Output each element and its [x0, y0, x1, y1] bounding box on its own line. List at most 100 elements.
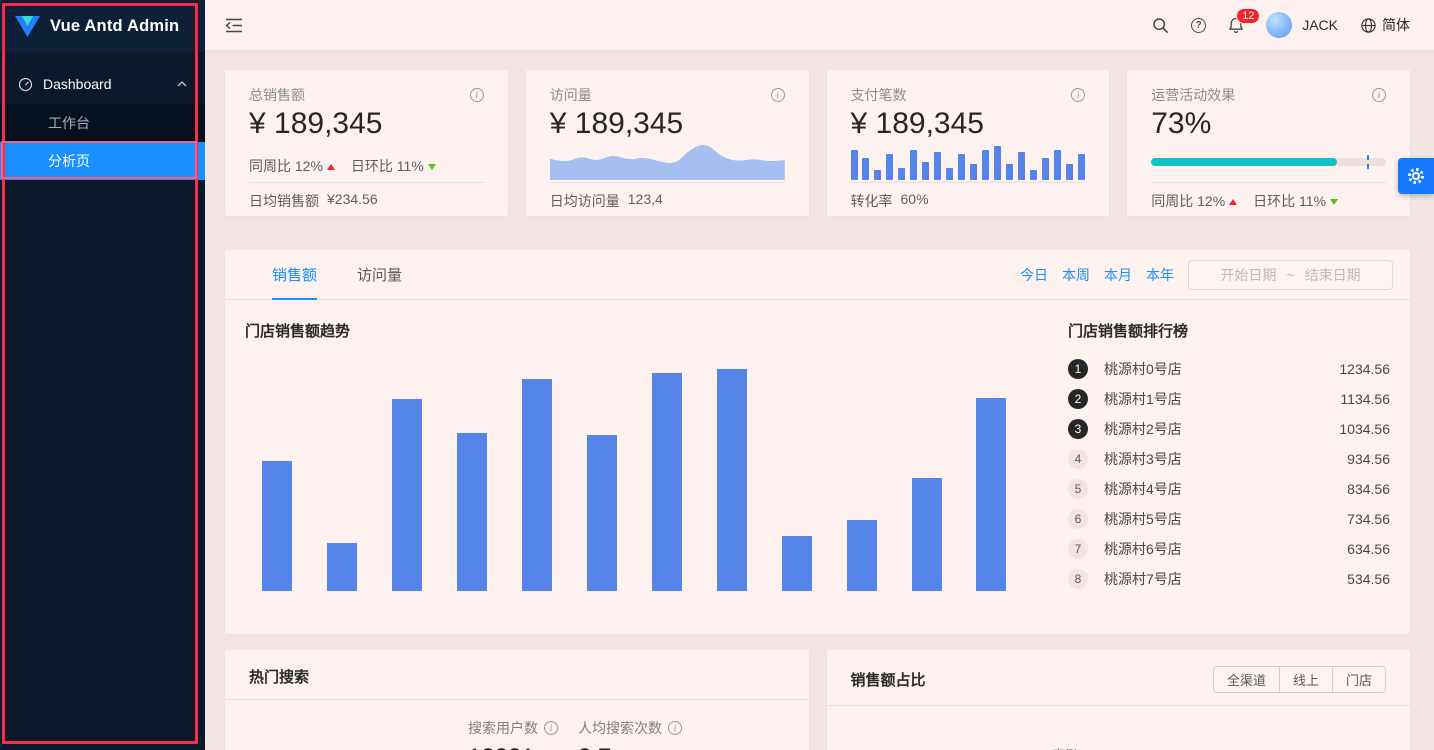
top-header: ? 12 JACK 简体 [205, 0, 1434, 50]
sidebar-collapse-icon[interactable] [225, 18, 243, 33]
sales-panel-body: 门店销售额趋势 门店销售额排行榜 1 桃源村0号店 1234.56 2 桃源村1号店 11… [225, 300, 1410, 598]
submenu-label: 工作台 [48, 115, 90, 131]
gear-icon [1408, 168, 1424, 184]
mini-bar [910, 150, 918, 180]
range-week[interactable]: 本周 [1062, 266, 1090, 283]
date-end-placeholder: 结束日期 [1304, 266, 1361, 283]
info-icon[interactable]: i [469, 88, 484, 102]
metric-label: 搜索用户数 [468, 720, 538, 736]
trend-day: 日环比 11% [1253, 191, 1339, 211]
store-name: 桃源村6号店 [1104, 541, 1182, 557]
pie-slice-label: 事例五: 9% [1053, 746, 1113, 750]
metric-label: 人均搜索次数 [578, 720, 662, 736]
store-sales-value: 1234.56 [1339, 361, 1390, 377]
stat-title: 访问量 [549, 87, 592, 103]
sales-bar [392, 399, 423, 591]
rank-row: 8 桃源村7号店 534.56 [1068, 568, 1390, 590]
chevron-up-icon [177, 81, 187, 87]
store-sales-value: 534.56 [1347, 571, 1390, 587]
tab-visits[interactable]: 访问量 [357, 266, 403, 284]
sidebar: Vue Antd Admin Dashboard 工作台 分析页 [0, 0, 205, 750]
range-year[interactable]: 本年 [1146, 266, 1174, 283]
rank-row: 7 桃源村6号店 634.56 [1068, 538, 1390, 560]
footer-label: 日均销售额 [249, 193, 319, 209]
bottom-cards-row: 热门搜索 搜索用户数 i 12321 71.2 [225, 650, 1410, 750]
footer-value: 60% [900, 191, 929, 207]
range-controls: 今日 本周 本月 本年 开始日期 ~ 结束日期 [1020, 250, 1410, 299]
store-sales-value: 634.56 [1347, 541, 1390, 557]
mini-bar [1018, 152, 1026, 180]
info-icon[interactable]: i [668, 721, 682, 735]
info-icon[interactable]: i [770, 88, 785, 102]
menu-label: Dashboard [43, 76, 112, 92]
sidebar-item-analysis[interactable]: 分析页 [0, 142, 205, 180]
range-month[interactable]: 本月 [1104, 266, 1132, 283]
language-switcher[interactable]: 简体 [1360, 15, 1410, 35]
activity-progress-bar [1151, 155, 1386, 169]
avatar[interactable] [1266, 12, 1293, 38]
store-sales-value: 1034.56 [1339, 421, 1390, 437]
rank-title: 门店销售额排行榜 [1068, 323, 1189, 340]
store-sales-bar-chart [245, 356, 1024, 591]
mini-bar [946, 168, 954, 180]
rank-section: 门店销售额排行榜 1 桃源村0号店 1234.56 2 桃源村1号店 1134.56 3 桃源… [1068, 320, 1390, 598]
sales-bar [457, 433, 488, 591]
mini-bar [970, 164, 978, 180]
info-icon[interactable]: i [544, 721, 558, 735]
hot-search-card: 热门搜索 搜索用户数 i 12321 71.2 [225, 650, 809, 750]
progress-target-marker [1367, 155, 1370, 169]
sales-bar [522, 379, 553, 591]
mini-bar [1006, 164, 1014, 180]
date-range-picker[interactable]: 开始日期 ~ 结束日期 [1188, 259, 1393, 290]
sales-ratio-body: 事例五: 9% [827, 706, 1411, 750]
info-icon[interactable]: i [1071, 88, 1086, 102]
sales-bar [781, 536, 812, 591]
rank-badge: 8 [1068, 569, 1088, 589]
mini-bar [862, 158, 870, 180]
notification-bell-icon[interactable]: 12 [1228, 7, 1261, 34]
rank-row: 1 桃源村0号店 1234.56 [1068, 358, 1390, 380]
sales-ratio-title: 销售额占比 [850, 672, 926, 689]
store-name: 桃源村0号店 [1104, 361, 1182, 377]
user-name[interactable]: JACK [1302, 17, 1338, 33]
logo[interactable]: Vue Antd Admin [0, 0, 205, 52]
question-glyph: ? [1191, 17, 1207, 33]
metric-search-per-user: 人均搜索次数 i 2.7 71.2 [578, 718, 682, 750]
theme-settings-button[interactable] [1398, 158, 1434, 194]
stat-value: 73% [1151, 107, 1212, 140]
trend-text: 日环比 11% [350, 158, 424, 174]
sidebar-item-dashboard[interactable]: Dashboard [0, 64, 205, 104]
sales-tabs: 销售额 访问量 [225, 250, 403, 300]
metric-value: 2.7 [578, 744, 611, 750]
filter-online[interactable]: 线上 [1278, 666, 1333, 693]
hot-search-body: 搜索用户数 i 12321 71.2 人均搜索次数 i [225, 700, 809, 750]
filter-all-channels[interactable]: 全渠道 [1212, 666, 1280, 693]
store-name: 桃源村5号店 [1104, 511, 1182, 527]
date-start-placeholder: 开始日期 [1220, 266, 1277, 283]
sales-bar [262, 461, 293, 591]
filter-stores[interactable]: 门店 [1331, 666, 1386, 693]
mini-bar [886, 154, 894, 180]
search-icon[interactable] [1152, 17, 1169, 34]
mini-bar [1054, 150, 1062, 180]
info-icon[interactable]: i [1372, 88, 1386, 102]
stat-title: 支付笔数 [850, 87, 907, 103]
language-label: 简体 [1382, 17, 1410, 33]
trend-week: 同周比 12% [249, 156, 335, 176]
store-name: 桃源村1号店 [1104, 391, 1182, 407]
rank-row: 6 桃源村5号店 734.56 [1068, 508, 1390, 530]
rank-badge: 2 [1068, 389, 1088, 409]
mini-bar [982, 150, 990, 180]
stat-card-activity-effect: 运营活动效果 i 73% 同周比 12% 日环比 11% [1127, 70, 1410, 216]
stat-title: 总销售额 [249, 87, 305, 103]
trend-day: 日环比 11% [351, 156, 436, 176]
store-name: 桃源村3号店 [1104, 451, 1182, 467]
hot-search-title: 热门搜索 [249, 669, 310, 686]
tab-sales[interactable]: 销售额 [272, 250, 318, 300]
sidebar-item-workbench[interactable]: 工作台 [0, 104, 205, 142]
submenu-label: 分析页 [48, 153, 90, 169]
mini-bar [1030, 170, 1038, 180]
range-today[interactable]: 今日 [1020, 266, 1048, 283]
help-icon[interactable]: ? [1191, 17, 1207, 33]
